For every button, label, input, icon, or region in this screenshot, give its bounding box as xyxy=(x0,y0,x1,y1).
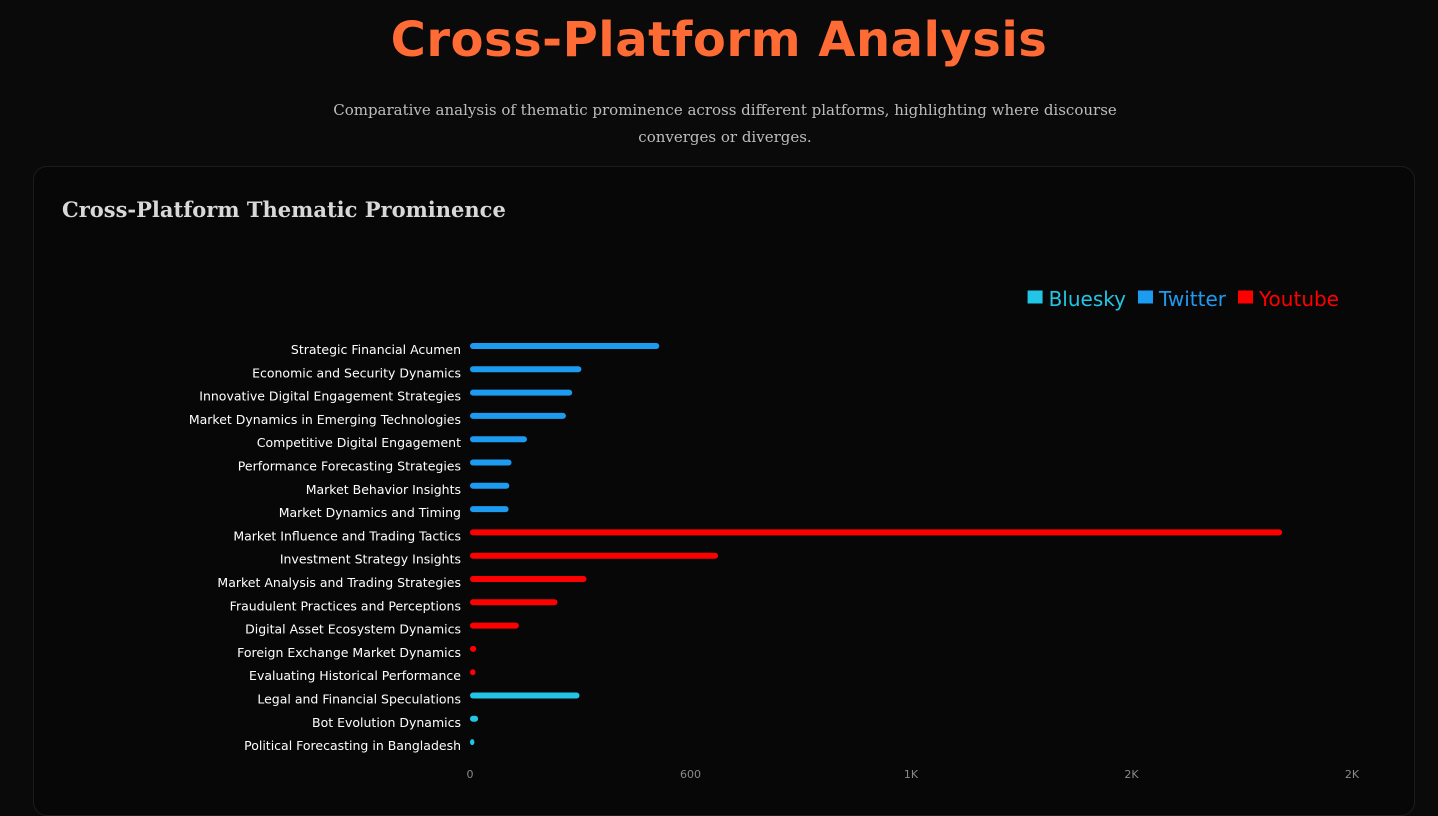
bar-youtube[interactable] xyxy=(470,669,476,676)
bar-youtube[interactable] xyxy=(470,552,719,559)
bar-youtube[interactable] xyxy=(470,599,558,606)
x-tick-label: 2K xyxy=(1124,768,1139,781)
category-label: Performance Forecasting Strategies xyxy=(238,459,461,474)
bar-youtube[interactable] xyxy=(470,529,1283,536)
bar-bluesky[interactable] xyxy=(470,739,475,746)
category-label: Strategic Financial Acumen xyxy=(291,342,461,357)
legend-label: Bluesky xyxy=(1049,287,1127,311)
category-label: Market Behavior Insights xyxy=(306,482,461,497)
category-label: Market Dynamics and Timing xyxy=(279,505,461,520)
legend-label: Youtube xyxy=(1258,287,1339,311)
bar-bluesky[interactable] xyxy=(470,692,580,699)
x-tick-label: 2K xyxy=(1345,768,1360,781)
category-label: Foreign Exchange Market Dynamics xyxy=(237,645,461,660)
bar-youtube[interactable] xyxy=(470,645,477,652)
legend-swatch[interactable] xyxy=(1238,290,1253,304)
category-label: Fraudulent Practices and Perceptions xyxy=(230,598,461,613)
bar-youtube[interactable] xyxy=(470,576,587,582)
bar-twitter[interactable] xyxy=(470,389,573,396)
category-label: Economic and Security Dynamics xyxy=(252,365,461,380)
category-label: Legal and Financial Speculations xyxy=(257,692,461,707)
category-label: Market Dynamics in Emerging Technologies xyxy=(189,412,461,427)
chart-card: Cross-Platform Thematic Prominence Strat… xyxy=(33,166,1415,816)
category-label: Digital Asset Ecosystem Dynamics xyxy=(245,622,461,637)
category-label: Competitive Digital Engagement xyxy=(257,435,461,450)
bar-twitter[interactable] xyxy=(470,366,582,373)
legend-swatch[interactable] xyxy=(1137,290,1153,304)
bar-twitter[interactable] xyxy=(470,482,510,489)
bar-twitter[interactable] xyxy=(470,436,527,443)
legend-label: Twitter xyxy=(1158,287,1227,311)
chart-title: Cross-Platform Thematic Prominence xyxy=(62,197,506,222)
bar-twitter[interactable] xyxy=(470,459,512,466)
page-subtitle: Comparative analysis of thematic promine… xyxy=(333,101,1117,146)
legend-swatch[interactable] xyxy=(1027,290,1043,304)
bar-twitter[interactable] xyxy=(470,506,509,513)
category-label: Market Analysis and Trading Strategies xyxy=(217,575,461,590)
thematic-prominence-chart: Strategic Financial Acumen Economic and S… xyxy=(189,287,1360,781)
category-label: Market Influence and Trading Tactics xyxy=(233,528,461,543)
category-label: Political Forecasting in Bangladesh xyxy=(244,738,461,753)
bar-twitter[interactable] xyxy=(470,412,566,419)
bar-twitter[interactable] xyxy=(470,343,660,349)
x-tick-label: 1K xyxy=(904,768,919,781)
category-label: Evaluating Historical Performance xyxy=(249,668,461,683)
x-tick-label: 600 xyxy=(680,768,701,781)
category-label: Bot Evolution Dynamics xyxy=(312,715,461,730)
x-tick-label: 0 xyxy=(467,768,474,781)
category-label: Investment Strategy Insights xyxy=(280,552,461,567)
category-label: Innovative Digital Engagement Strategies xyxy=(199,389,461,404)
bar-youtube[interactable] xyxy=(470,622,519,629)
bar-bluesky[interactable] xyxy=(470,715,479,722)
page-title: Cross-Platform Analysis xyxy=(390,12,1048,68)
